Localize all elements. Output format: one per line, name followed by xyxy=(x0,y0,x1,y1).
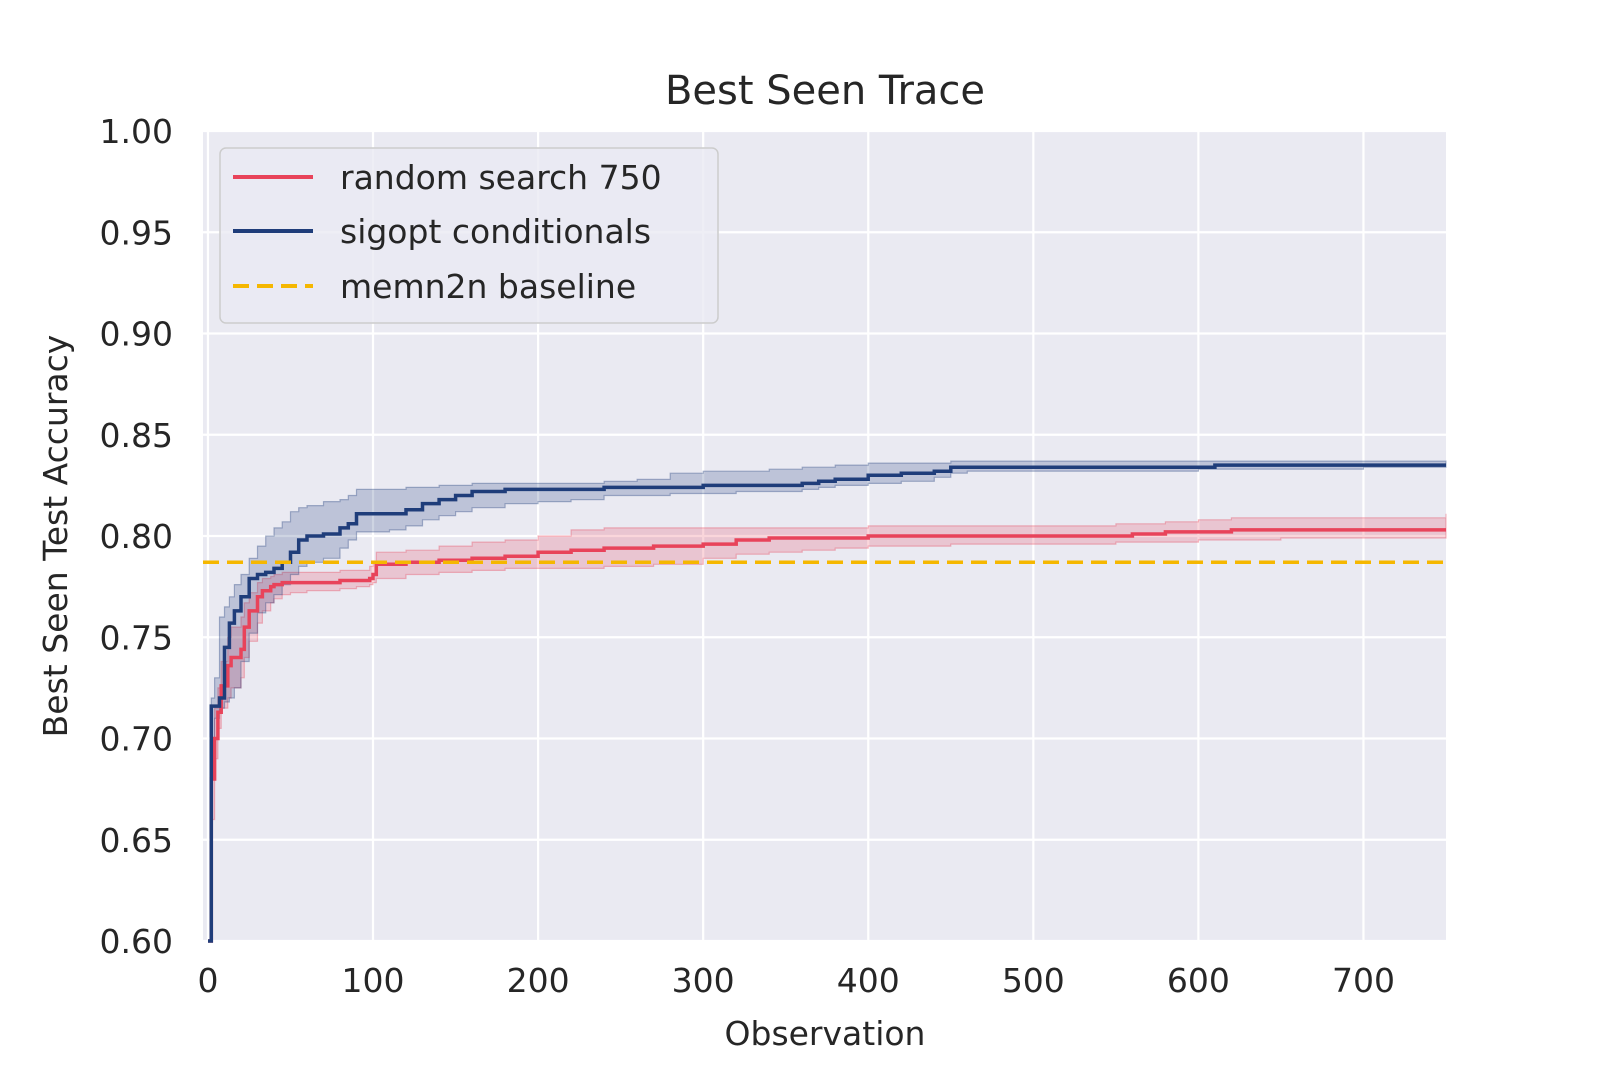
y-tick-label: 0.65 xyxy=(100,821,173,860)
y-tick-label: 0.95 xyxy=(100,213,173,252)
y-axis-label: Best Seen Test Accuracy xyxy=(36,335,75,738)
y-tick-label: 0.70 xyxy=(100,720,173,759)
legend-box xyxy=(219,147,719,324)
legend-label-memn2n-baseline: memn2n baseline xyxy=(340,267,636,306)
x-tick-labels: 0 100 200 300 400 500 600 700 xyxy=(197,961,1395,1000)
x-axis-label: Observation xyxy=(725,1014,926,1053)
y-tick-label: 0.85 xyxy=(100,416,173,455)
x-tick-label: 0 xyxy=(197,961,218,1000)
legend-label-sigopt-conditionals: sigopt conditionals xyxy=(340,212,651,251)
x-tick-label: 300 xyxy=(672,961,735,1000)
legend: random search 750 sigopt conditionals me… xyxy=(219,147,719,324)
line-random-search-750 xyxy=(208,528,1446,943)
x-tick-label: 600 xyxy=(1167,961,1230,1000)
confidence-bands xyxy=(208,460,1447,942)
band-sigopt-conditionals xyxy=(208,460,1447,942)
y-tick-label: 0.90 xyxy=(100,315,173,354)
x-tick-label: 200 xyxy=(507,961,570,1000)
y-tick-label: 0.80 xyxy=(100,517,173,556)
line-sigopt-conditionals xyxy=(208,463,1446,943)
band-random-search-750 xyxy=(208,513,1447,942)
series-lines xyxy=(203,463,1446,943)
legend-label-random-search: random search 750 xyxy=(340,158,662,197)
x-tick-label: 100 xyxy=(342,961,405,1000)
y-tick-labels: 0.60 0.65 0.70 0.75 0.80 0.85 0.90 0.95 1.00 xyxy=(100,112,173,961)
x-tick-label: 400 xyxy=(837,961,900,1000)
x-tick-label: 500 xyxy=(1002,961,1065,1000)
y-tick-label: 1.00 xyxy=(100,112,173,151)
y-tick-label: 0.60 xyxy=(100,922,173,961)
x-tick-label: 700 xyxy=(1332,961,1395,1000)
chart-title: Best Seen Trace xyxy=(665,68,985,114)
y-tick-label: 0.75 xyxy=(100,618,173,657)
